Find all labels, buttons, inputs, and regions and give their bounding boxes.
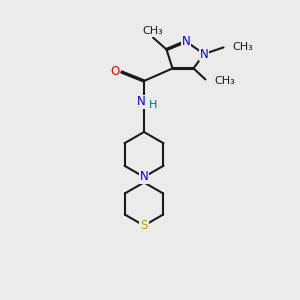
Text: N: N: [136, 95, 146, 109]
Text: O: O: [110, 65, 119, 78]
Text: CH₃: CH₃: [214, 76, 235, 86]
Text: H: H: [149, 100, 157, 110]
Text: S: S: [140, 219, 148, 232]
Text: N: N: [200, 47, 208, 61]
Text: N: N: [140, 170, 148, 184]
Text: CH₃: CH₃: [142, 26, 163, 36]
Text: N: N: [182, 35, 190, 48]
Text: CH₃: CH₃: [232, 42, 253, 52]
